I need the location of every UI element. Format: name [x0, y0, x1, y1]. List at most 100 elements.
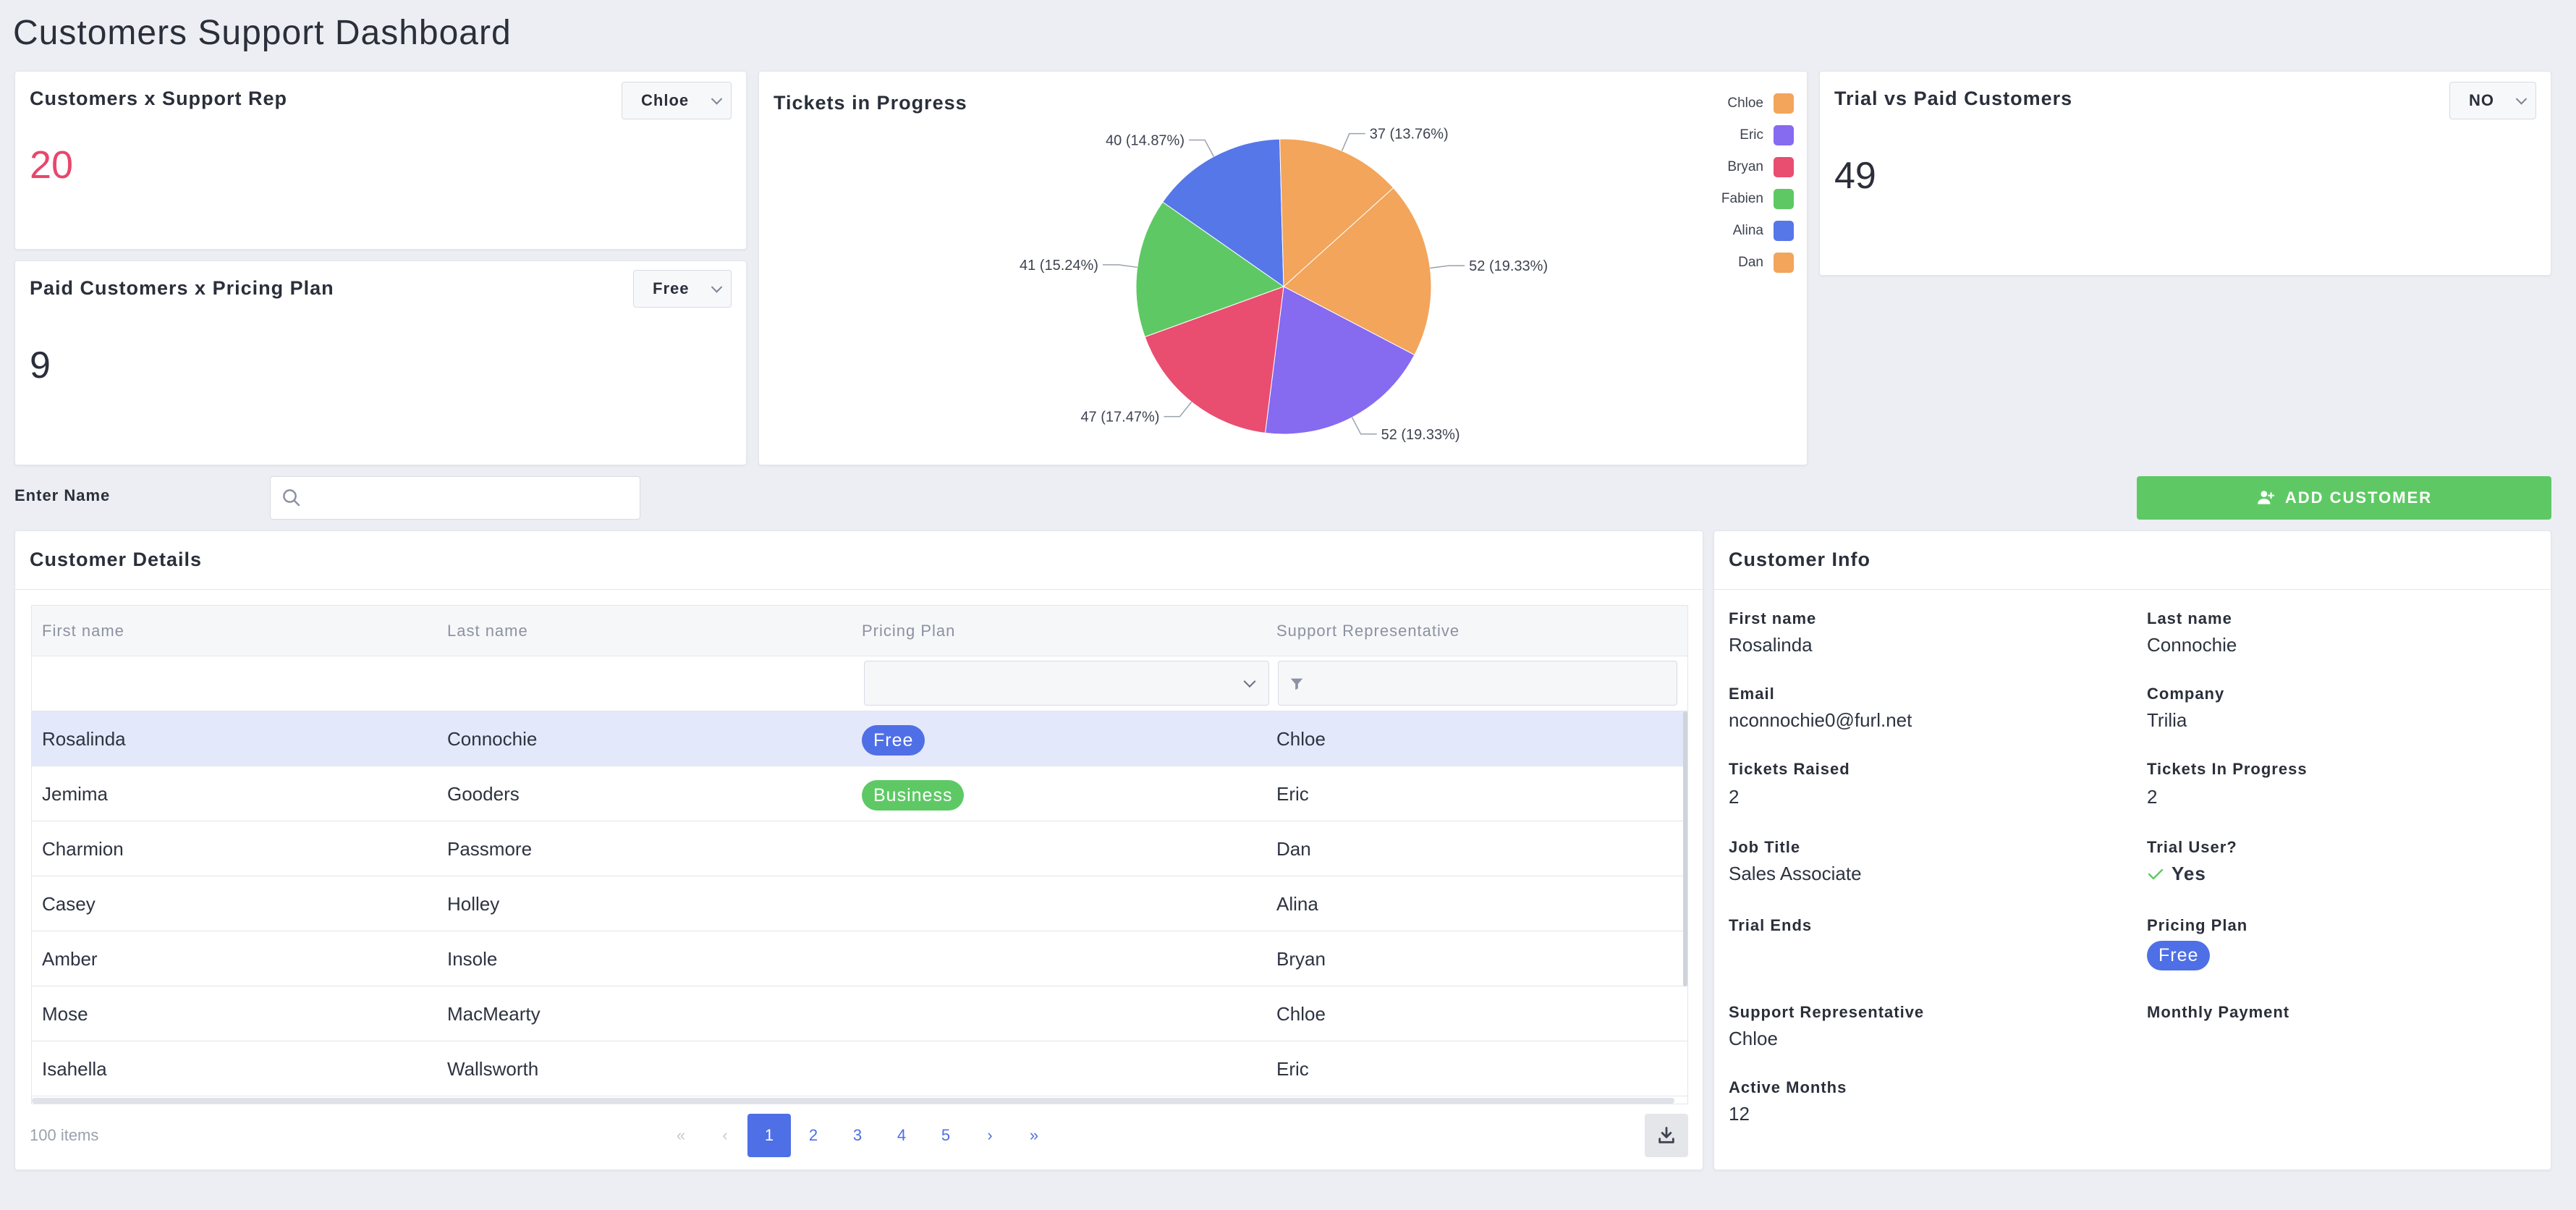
legend-item-fabien[interactable]: Fabien	[1721, 189, 1794, 209]
kpi-pricing-plan-value: 9	[30, 344, 51, 386]
pie-leader-line	[1351, 417, 1377, 435]
horizontal-scrollbar[interactable]	[32, 1098, 1674, 1104]
legend-label: Chloe	[1727, 96, 1763, 111]
pie-data-label: 47 (17.47%)	[1080, 410, 1159, 426]
first-name-cell: Rosalinda	[42, 728, 126, 750]
first-name-cell: Charmion	[42, 838, 124, 860]
table-row[interactable]: Rosalinda Connochie Free Chloe	[32, 711, 1687, 766]
pie-data-label: 41 (15.24%)	[1020, 258, 1098, 274]
pricing-plan-dropdown[interactable]: Free	[633, 270, 732, 308]
pie-slice-fabien[interactable]	[1135, 201, 1285, 338]
legend-item-bryan[interactable]: Bryan	[1727, 157, 1794, 177]
customer-details-card: Customer Details First name Last name Pr…	[14, 530, 1703, 1170]
pricing-plan-dropdown-value: Free	[653, 279, 690, 297]
legend-item-chloe[interactable]: Chloe	[1727, 93, 1794, 114]
legend-swatch	[1774, 221, 1794, 241]
pie-leader-line	[1189, 139, 1215, 157]
pie-leader-line	[1341, 132, 1365, 151]
column-header-first-name[interactable]: First name	[42, 622, 124, 640]
support-rep-cell: Eric	[1276, 783, 1309, 805]
search-icon	[283, 489, 300, 507]
pie-leader-line	[1430, 265, 1465, 269]
legend-item-eric[interactable]: Eric	[1740, 125, 1794, 145]
vertical-scrollbar[interactable]	[1683, 711, 1687, 986]
active-months-value: 12	[1729, 1103, 1750, 1125]
support-rep-filter-input[interactable]	[1278, 661, 1677, 706]
support-rep-dropdown-value: Chloe	[641, 91, 690, 109]
kpi-support-rep-title: Customers x Support Rep	[30, 88, 288, 109]
pie-leader-line	[1164, 401, 1192, 418]
export-button[interactable]	[1645, 1114, 1688, 1157]
last-name-cell: Insole	[447, 948, 498, 970]
pricing-plan-filter-select[interactable]	[864, 661, 1269, 706]
page-5-button[interactable]: 5	[941, 1126, 951, 1144]
divider	[15, 589, 1703, 590]
trial-dropdown-value: NO	[2469, 91, 2494, 109]
company-value: Trilia	[2147, 709, 2187, 731]
download-icon	[1658, 1127, 1674, 1143]
chevron-down-icon	[2515, 93, 2528, 105]
pricing-plan-badge: Business	[862, 780, 965, 811]
prev-page-button[interactable]: ‹	[722, 1126, 728, 1144]
support-rep-cell: Alina	[1276, 893, 1318, 915]
page-4-button[interactable]: 4	[897, 1126, 907, 1144]
table-row[interactable]: Charmion Passmore Dan	[32, 821, 1687, 876]
legend-item-alina[interactable]: Alina	[1733, 221, 1794, 241]
support-rep-value: Chloe	[1729, 1028, 1778, 1049]
table-row[interactable]: Jemima Gooders Business Eric	[32, 766, 1687, 821]
trial-user-value-wrap: Yes	[2147, 863, 2206, 885]
column-header-support-rep[interactable]: Support Representative	[1276, 622, 1460, 640]
legend-label: Eric	[1740, 127, 1763, 143]
add-customer-button[interactable]: ADD CUSTOMER	[2137, 476, 2551, 520]
column-header-last-name[interactable]: Last name	[447, 622, 528, 640]
support-rep-cell: Dan	[1276, 838, 1311, 860]
search-input[interactable]	[310, 483, 631, 515]
tickets-raised-value: 2	[1729, 786, 1740, 808]
last-name-label: Last name	[2147, 609, 2232, 627]
table-row[interactable]: Mose MacMearty Chloe	[32, 986, 1687, 1041]
pricing-plan-label: Pricing Plan	[2147, 916, 2248, 934]
last-name-cell: Wallsworth	[447, 1058, 539, 1080]
pie-data-label: 40 (14.87%)	[1106, 132, 1185, 148]
customer-details-title: Customer Details	[30, 549, 203, 570]
trial-dropdown[interactable]: NO	[2449, 82, 2536, 119]
pie-slice-bryan[interactable]	[1144, 286, 1284, 433]
first-name-label: First name	[1729, 609, 1817, 627]
support-rep-cell: Chloe	[1276, 1003, 1326, 1025]
last-name-cell: Connochie	[447, 728, 538, 750]
trial-ends-label: Trial Ends	[1729, 916, 1813, 934]
pie-slice-dan[interactable]	[1279, 138, 1394, 288]
table-row[interactable]: Amber Insole Bryan	[32, 931, 1687, 986]
last-page-button[interactable]: »	[1029, 1126, 1039, 1144]
first-name-value: Rosalinda	[1729, 634, 1813, 656]
legend-item-dan[interactable]: Dan	[1738, 253, 1794, 273]
column-header-pricing-plan[interactable]: Pricing Plan	[862, 622, 956, 640]
first-name-cell: Jemima	[42, 783, 109, 805]
search-label: Enter Name	[14, 486, 111, 504]
pie-data-label: 37 (13.76%)	[1370, 127, 1449, 143]
kpi-support-rep-value: 20	[30, 143, 74, 187]
next-page-button[interactable]: ›	[987, 1126, 993, 1144]
table-row[interactable]: Casey Holley Alina	[32, 876, 1687, 931]
pie-slice-chloe[interactable]	[1283, 187, 1432, 356]
table-row[interactable]: Isahella Wallsworth Eric	[32, 1041, 1687, 1096]
legend-label: Bryan	[1727, 159, 1763, 174]
job-title-label: Job Title	[1729, 838, 1801, 856]
pie-data-label: 52 (19.33%)	[1469, 258, 1548, 274]
page-3-button[interactable]: 3	[852, 1126, 863, 1144]
legend-label: Dan	[1738, 255, 1763, 270]
first-page-button[interactable]: «	[676, 1126, 686, 1144]
page-2-button[interactable]: 2	[808, 1126, 818, 1144]
items-count: 100 items	[30, 1126, 99, 1144]
page-1-button[interactable]: 1	[747, 1114, 791, 1157]
pagination: « ‹ 1 2 3 4 5 › »	[659, 1114, 1093, 1157]
customer-grid: First name Last name Pricing Plan Suppor…	[31, 605, 1688, 1104]
pie-slice-alina[interactable]	[1162, 138, 1284, 287]
pie-slice-eric[interactable]	[1264, 286, 1415, 435]
legend-label: Alina	[1732, 223, 1763, 238]
customer-info-title: Customer Info	[1729, 549, 1871, 570]
monthly-payment-label: Monthly Payment	[2147, 1003, 2290, 1021]
support-rep-dropdown[interactable]: Chloe	[622, 82, 732, 119]
support-rep-cell: Chloe	[1276, 728, 1326, 750]
first-name-cell: Mose	[42, 1003, 88, 1025]
